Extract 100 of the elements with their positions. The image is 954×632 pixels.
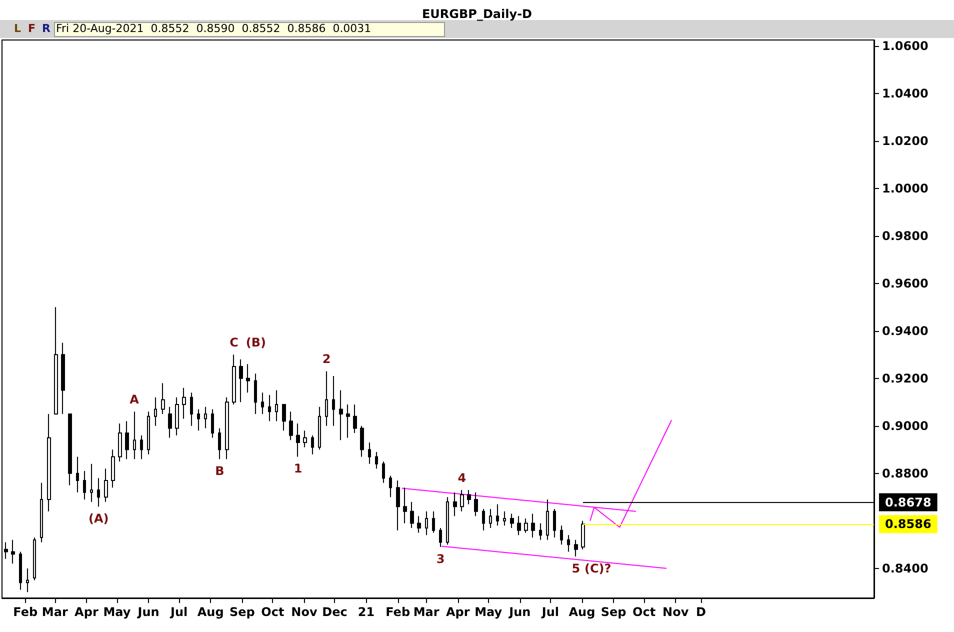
candlestick — [368, 442, 371, 464]
candlestick — [90, 463, 93, 502]
y-tick-label: 1.0400 — [882, 86, 928, 100]
candlestick — [531, 513, 535, 538]
candlestick — [161, 382, 165, 414]
y-tick-label: 0.9000 — [882, 418, 928, 433]
candlestick — [175, 396, 179, 436]
annotation: (A) — [88, 512, 109, 526]
text: R — [42, 22, 51, 35]
text: L — [14, 22, 22, 35]
candlestick — [282, 404, 286, 432]
candlestick — [560, 525, 563, 546]
annotation: B — [215, 464, 224, 478]
candlestick — [325, 370, 328, 426]
y-tick-label: 1.0000 — [882, 181, 928, 196]
candlestick — [439, 527, 442, 548]
candlestick — [553, 508, 556, 538]
candlestick — [581, 520, 585, 550]
candlestick — [197, 408, 200, 432]
candlestick — [346, 404, 350, 438]
annotation: 1 — [294, 462, 302, 476]
candlestick — [296, 422, 300, 458]
candlestick — [546, 498, 549, 540]
candlestick — [574, 539, 578, 557]
candlestick — [104, 468, 108, 502]
y-tick-label: 0.9600 — [882, 276, 928, 290]
candlestick — [140, 434, 143, 460]
candlestick — [453, 492, 457, 517]
candlestick — [417, 516, 421, 534]
candlestick — [474, 492, 478, 517]
annotation: C — [230, 336, 239, 350]
x-tick-label: Feb — [13, 605, 38, 619]
candlestick — [567, 534, 570, 552]
candlestick — [503, 510, 506, 526]
candlestick — [275, 390, 278, 422]
candlestick — [68, 413, 72, 486]
candlestick — [410, 501, 414, 528]
candlestick — [218, 428, 221, 460]
candlestick — [332, 375, 335, 426]
candlestick — [268, 394, 271, 422]
candlestick — [396, 480, 400, 531]
candlestick — [425, 510, 428, 536]
candlestick — [318, 406, 321, 450]
candlestick — [482, 508, 485, 531]
candlestick — [517, 516, 521, 536]
candlestick — [118, 422, 122, 462]
y-tick-label: 0.8800 — [882, 466, 928, 480]
y-tick-label: 1.0600 — [882, 38, 928, 53]
candlestick — [254, 373, 257, 414]
x-tick-label: Sep — [229, 605, 256, 619]
candlestick — [204, 406, 207, 429]
candlestick — [524, 518, 528, 534]
candlestick — [111, 449, 115, 488]
candlestick — [360, 425, 364, 458]
candlestick — [76, 456, 79, 493]
candlestick — [47, 413, 51, 512]
annotation: 2 — [322, 352, 331, 366]
candlestick — [353, 404, 357, 434]
y-tick-label: 0.9400 — [882, 324, 928, 338]
x-tick-label: Nov — [291, 605, 318, 619]
x-tick-label: Aug — [197, 605, 224, 619]
candlestick — [289, 411, 293, 441]
annotation: (C)? — [584, 561, 612, 576]
candlestick — [54, 306, 58, 414]
x-tick-label: Jul — [169, 605, 188, 619]
candlestick — [375, 451, 378, 470]
x-tick-label: Apr — [446, 605, 470, 619]
chart-title: EURGBP_Daily-D — [422, 7, 532, 21]
x-tick-label: Aug — [568, 605, 596, 619]
candlestick — [510, 513, 514, 528]
ref-line-label: 0.8586 — [885, 517, 932, 532]
candlestick — [19, 551, 22, 590]
candlestick — [33, 536, 36, 581]
x-tick-label: 21 — [358, 605, 375, 619]
candlestick — [182, 387, 186, 420]
x-tick-label: Apr — [74, 605, 98, 619]
annotation: 5 — [572, 561, 580, 576]
x-tick-label: Dec — [322, 605, 348, 619]
x-tick-label: Mar — [42, 605, 68, 619]
candlestick — [4, 542, 8, 560]
candlestick — [61, 342, 65, 414]
text: F — [28, 22, 36, 35]
y-tick-label: 1.0200 — [882, 134, 928, 148]
x-tick-label: Sep — [600, 605, 627, 619]
x-tick-label: Mar — [413, 605, 440, 619]
candlestick — [147, 411, 150, 455]
candlestick — [26, 568, 29, 593]
y-tick-label: 0.8400 — [882, 561, 928, 576]
x-tick-label: Oct — [632, 605, 656, 619]
candlestick — [339, 390, 343, 441]
annotation: (B) — [246, 336, 266, 350]
y-tick-label: 0.9200 — [882, 371, 928, 386]
candlestick — [246, 364, 250, 394]
candlestick — [496, 504, 499, 526]
candlestick — [446, 496, 449, 546]
annotation: A — [130, 392, 140, 407]
ref-line-label: 0.8678 — [885, 495, 932, 510]
annotation: 4 — [458, 470, 466, 485]
x-tick-label: May — [103, 605, 131, 619]
x-tick-label: Feb — [386, 605, 410, 619]
